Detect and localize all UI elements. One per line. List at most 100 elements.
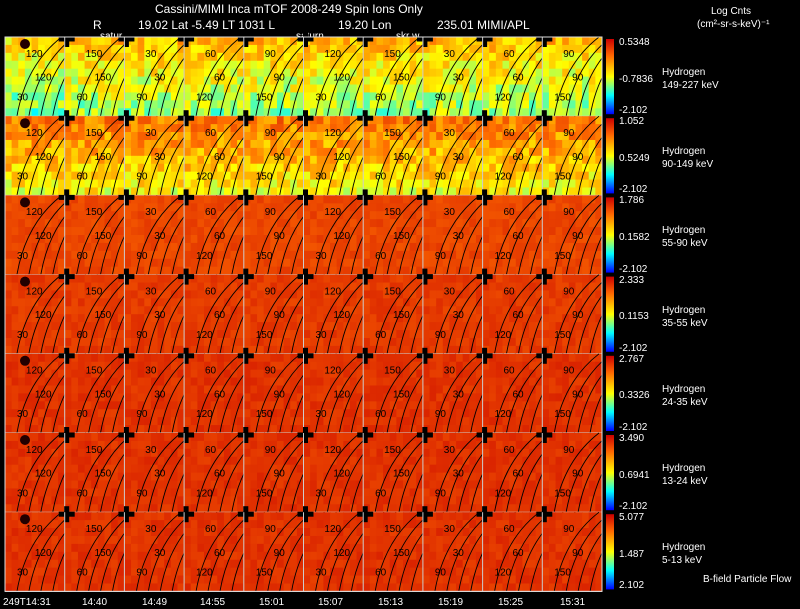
svg-text:30: 30 [444,286,456,297]
time-tick-label: 15:07 [318,597,344,608]
colorbar-mid-label: 0.3326 [619,390,650,402]
colorbar [606,355,614,431]
chart-title: Cassini/MIMI Inca mTOF 2008-249 Spin Ion… [155,2,423,16]
svg-text:150: 150 [393,310,410,321]
svg-text:30: 30 [154,73,166,84]
svg-text:120: 120 [196,330,213,341]
svg-text:90: 90 [274,389,286,400]
position-readout: 19.02 Lat -5.49 LT 1031 L [138,18,275,32]
image-cell: 150 150 60 [58,31,158,117]
svg-text:60: 60 [77,330,89,341]
svg-text:30: 30 [17,251,29,262]
svg-text:150: 150 [384,286,401,297]
svg-text:90: 90 [563,128,575,139]
svg-text:60: 60 [205,286,217,297]
svg-text:90: 90 [572,73,584,84]
energy-range-label: 149-227 keV [662,80,719,91]
svg-text:30: 30 [17,330,29,341]
svg-text:90: 90 [435,251,447,262]
svg-text:60: 60 [503,49,515,60]
svg-text:120: 120 [324,366,341,377]
colorbar [606,514,614,590]
svg-text:150: 150 [554,330,571,341]
svg-text:120: 120 [495,251,512,262]
units-label: (cm²-sr-s-keV)⁻¹ [697,19,770,30]
energy-range-label: 24-35 keV [662,396,708,408]
species-label: Hydrogen [662,463,706,474]
svg-text:120: 120 [196,172,213,183]
svg-text:60: 60 [205,49,217,60]
svg-text:90: 90 [265,128,277,139]
svg-text:60: 60 [375,251,387,262]
svg-text:150: 150 [86,207,103,218]
colorbar [606,118,614,194]
svg-text:60: 60 [503,207,515,218]
svg-text:150: 150 [86,366,103,377]
svg-text:60: 60 [503,128,515,139]
time-tick-label: 15:19 [438,597,464,608]
svg-text:120: 120 [495,330,512,341]
image-cell: 150 150 60 [58,110,158,196]
svg-text:60: 60 [512,152,524,163]
svg-text:90: 90 [265,366,277,377]
svg-text:30: 30 [444,49,456,60]
svg-text:120: 120 [26,207,43,218]
svg-text:150: 150 [554,92,571,103]
svg-text:150: 150 [554,172,571,183]
svg-text:60: 60 [512,73,524,84]
colorbar-mid-label: 0.1582 [619,232,650,244]
svg-text:60: 60 [214,310,226,321]
svg-text:30: 30 [154,231,166,242]
svg-text:30: 30 [154,389,166,400]
svg-text:150: 150 [384,49,401,60]
svg-text:60: 60 [503,286,515,297]
svg-text:90: 90 [572,152,584,163]
svg-text:90: 90 [136,330,148,341]
svg-text:90: 90 [572,310,584,321]
svg-text:60: 60 [214,231,226,242]
energy-range-label: 5-13 keV [662,555,703,567]
svg-text:90: 90 [274,310,286,321]
time-tick-label: 249T14:31 [3,597,51,608]
svg-text:150: 150 [384,207,401,218]
svg-text:30: 30 [315,251,327,262]
svg-text:120: 120 [26,366,43,377]
colorbar-max-label: 5.077 [619,512,645,524]
energy-range-label: 55-90 keV [662,238,708,250]
svg-text:60: 60 [512,231,524,242]
svg-text:60: 60 [77,172,89,183]
colorbar-min-label: -2.102 [619,105,648,117]
svg-text:30: 30 [315,172,327,183]
svg-text:120: 120 [196,409,213,420]
colorbar-mid-label: -0.7836 [619,73,653,85]
svg-text:30: 30 [444,128,456,139]
svg-text:60: 60 [503,366,515,377]
svg-text:150: 150 [393,231,410,242]
svg-text:150: 150 [384,128,401,139]
svg-text:60: 60 [77,409,89,420]
svg-text:30: 30 [17,92,29,103]
svg-text:90: 90 [274,152,286,163]
svg-text:120: 120 [196,251,213,262]
svg-text:120: 120 [26,128,43,139]
svg-text:150: 150 [256,409,273,420]
svg-text:30: 30 [315,409,327,420]
svg-text:60: 60 [205,207,217,218]
species-label: Hydrogen [662,225,706,237]
colorbar-mid-label: 0.1153 [619,311,649,323]
units-title: Log Cnts [711,6,752,17]
